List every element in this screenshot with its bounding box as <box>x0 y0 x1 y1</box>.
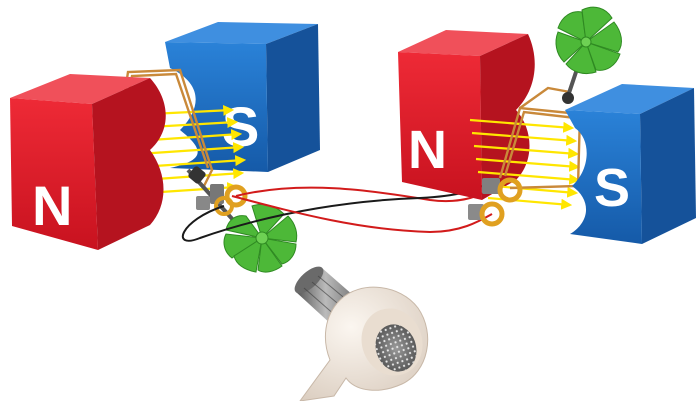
left-north-label: N <box>32 174 72 237</box>
right-fan <box>555 6 622 75</box>
right-north-magnet: N <box>398 30 535 200</box>
hair-dryer-grille <box>375 324 417 372</box>
left-north-magnet: N <box>10 74 166 250</box>
left-machine: S N <box>10 22 320 273</box>
right-south-magnet: S <box>565 84 696 244</box>
hair-dryer <box>294 266 429 401</box>
left-slip-ring <box>224 184 248 208</box>
right-field-lines <box>469 118 581 210</box>
right-machine: N S <box>398 6 696 244</box>
left-fan <box>223 203 298 273</box>
right-north-label: N <box>408 120 447 180</box>
right-slip-ring <box>497 177 523 203</box>
right-south-label: S <box>594 158 630 218</box>
